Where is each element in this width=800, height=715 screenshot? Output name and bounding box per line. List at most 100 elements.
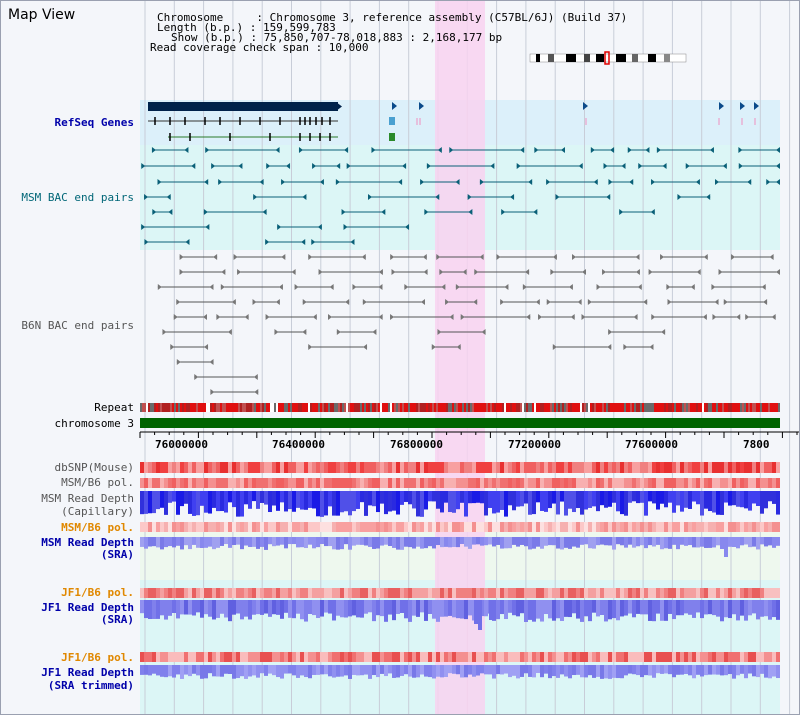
bac-end-marker <box>602 269 607 275</box>
polymorphism-cell <box>168 652 172 662</box>
repeat-segment <box>448 403 450 412</box>
depth-bar <box>396 537 400 550</box>
repeat-segment <box>610 403 612 412</box>
refseq-genes-track[interactable] <box>148 102 759 141</box>
msm-b6-pol-label-2[interactable]: MSM/B6 pol. <box>61 521 134 534</box>
bac-end-marker <box>216 314 221 320</box>
bac-end-marker <box>685 163 690 169</box>
polymorphism-cell <box>508 652 512 662</box>
bac-end-marker <box>343 224 348 230</box>
b6n-bac-label[interactable]: B6N BAC end pairs <box>21 319 134 332</box>
depth-bar <box>324 600 328 613</box>
depth-bar <box>712 537 716 548</box>
bac-end-marker <box>535 299 540 305</box>
depth-bar <box>696 537 700 548</box>
polymorphism-cell <box>432 462 436 473</box>
polymorphism-cell <box>480 478 484 488</box>
bac-end-marker <box>404 284 409 290</box>
repeat-track[interactable] <box>140 403 780 412</box>
repeat-segment <box>208 403 210 412</box>
dbsnp-label[interactable]: dbSNP(Mouse) <box>54 461 134 474</box>
refseq-genes-label[interactable]: RefSeq Genes <box>54 116 134 129</box>
depth-bar <box>480 537 484 546</box>
repeat-segment <box>312 403 314 412</box>
depth-bar <box>476 537 480 545</box>
depth-bar <box>204 491 208 513</box>
depth-bar <box>372 491 376 507</box>
b6n-bac-end-pairs-track[interactable] <box>157 254 780 395</box>
depth-bar <box>768 665 772 679</box>
depth-bar <box>348 600 352 617</box>
depth-bar <box>584 600 588 617</box>
depth-bar <box>196 665 200 676</box>
polymorphism-cell <box>596 462 600 473</box>
msm-bac-end-pairs-track[interactable] <box>141 147 780 245</box>
repeat-segment <box>698 403 700 412</box>
bac-end-marker <box>233 254 238 260</box>
polymorphism-cell <box>608 652 612 662</box>
repeat-segment <box>238 403 240 412</box>
repeat-segment <box>746 403 748 412</box>
polymorphism-cell <box>244 478 248 488</box>
repeat-segment <box>556 403 558 412</box>
polymorphism-cell <box>320 522 324 532</box>
jf1-read-depth-trimmed-label[interactable]: JF1 Read Depth <box>41 666 134 679</box>
repeat-label[interactable]: Repeat <box>94 401 134 414</box>
msm-read-depth-capillary-label[interactable]: MSM Read Depth <box>41 492 134 505</box>
depth-bar <box>376 600 380 616</box>
depth-bar <box>208 665 212 674</box>
bac-end-marker <box>312 314 317 320</box>
polymorphism-cell <box>540 522 544 532</box>
depth-bar <box>436 537 440 546</box>
repeat-segment <box>558 403 560 412</box>
polymorphism-cell <box>380 652 384 662</box>
depth-bar <box>192 600 196 616</box>
bac-end-marker <box>662 163 667 169</box>
chromosome-bar[interactable] <box>140 418 780 428</box>
repeat-segment <box>576 403 578 412</box>
polymorphism-cell <box>168 588 172 598</box>
polymorphism-cell <box>200 522 204 532</box>
repeat-segment <box>330 403 332 412</box>
depth-bar <box>184 600 188 615</box>
polymorphism-cell <box>260 522 264 532</box>
jf1-read-depth-label[interactable]: JF1 Read Depth <box>41 601 134 614</box>
polymorphism-and-depth-tracks[interactable] <box>140 462 780 679</box>
bac-end-marker <box>745 314 750 320</box>
msm-bac-label[interactable]: MSM BAC end pairs <box>21 191 134 204</box>
depth-bar <box>156 600 160 619</box>
msm-b6-pol-label[interactable]: MSM/B6 pol. <box>61 476 134 489</box>
msm-read-depth-sra-label[interactable]: MSM Read Depth <box>41 536 134 549</box>
bac-end-marker <box>555 194 560 200</box>
depth-bar <box>200 537 204 548</box>
repeat-segment <box>386 403 388 412</box>
bac-end-marker <box>667 299 672 305</box>
polymorphism-cell <box>704 478 708 488</box>
polymorphism-cell <box>628 588 632 598</box>
bac-end-marker <box>372 329 377 335</box>
polymorphism-cell <box>444 652 448 662</box>
polymorphism-cell <box>352 652 356 662</box>
depth-bar <box>552 537 556 546</box>
repeat-segment <box>636 403 638 412</box>
depth-bar <box>196 491 200 516</box>
repeat-segment <box>224 403 226 412</box>
polymorphism-cell <box>156 652 160 662</box>
repeat-segment <box>470 403 472 412</box>
polymorphism-cell <box>380 588 384 598</box>
jf1-b6-pol-label-2[interactable]: JF1/B6 pol. <box>61 651 134 664</box>
repeat-segment <box>294 403 296 412</box>
chromosome-ideogram[interactable] <box>529 51 687 65</box>
repeat-segment <box>622 403 624 412</box>
polymorphism-cell <box>540 478 544 488</box>
depth-bar <box>460 665 464 678</box>
polymorphism-cell <box>308 588 312 598</box>
jf1-b6-pol-label[interactable]: JF1/B6 pol. <box>61 586 134 599</box>
polymorphism-cell <box>224 588 228 598</box>
repeat-segment <box>722 403 724 412</box>
polymorphism-cell <box>584 478 588 488</box>
depth-bar <box>536 491 540 503</box>
repeat-segment <box>422 403 424 412</box>
repeat-segment <box>762 403 764 412</box>
